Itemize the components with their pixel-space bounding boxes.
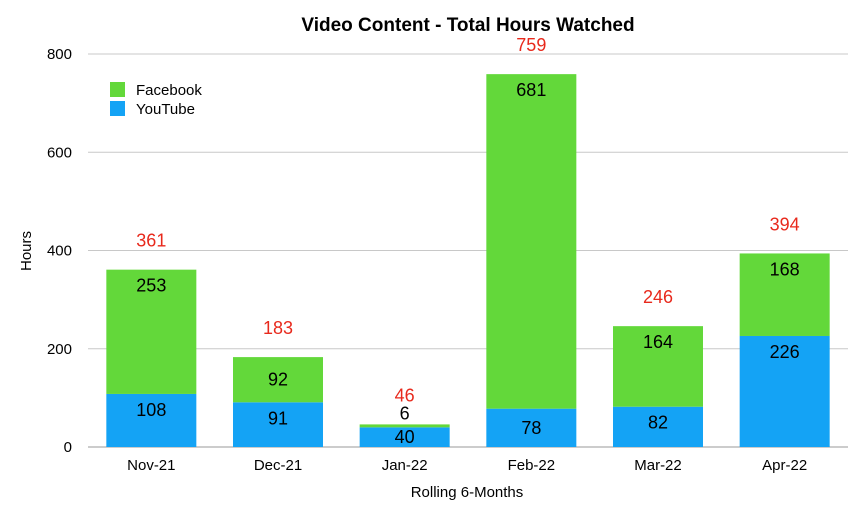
total-label: 183 <box>263 318 293 338</box>
y-tick-label: 200 <box>47 341 72 358</box>
total-label: 759 <box>516 35 546 55</box>
x-tick-label: Dec-21 <box>254 457 302 474</box>
legend-swatch-facebook <box>110 82 125 97</box>
data-label-youtube: 82 <box>648 413 668 433</box>
bar-facebook-nov-21 <box>106 269 197 394</box>
total-label: 46 <box>395 385 415 405</box>
data-label-facebook: 6 <box>400 403 410 423</box>
data-label-facebook: 164 <box>643 332 673 352</box>
x-axis-ticks: Nov-21 Dec-21 Jan-22 Feb-22 Mar-22 Apr-22 <box>127 457 807 474</box>
legend-label-youtube: YouTube <box>136 101 195 118</box>
bar-youtube-nov-21 <box>106 393 197 447</box>
data-label-facebook: 92 <box>268 370 288 390</box>
x-tick-label: Mar-22 <box>634 457 682 474</box>
x-tick-label: Feb-22 <box>508 457 556 474</box>
legend-label-facebook: Facebook <box>136 82 202 99</box>
y-tick-label: 800 <box>47 46 72 63</box>
x-tick-label: Nov-21 <box>127 457 175 474</box>
total-label: 361 <box>136 231 166 251</box>
bar-facebook-jan-22 <box>359 424 450 428</box>
y-tick-label: 400 <box>47 243 72 260</box>
bar-facebook-feb-22 <box>486 74 577 409</box>
bar-youtube-feb-22 <box>486 408 577 447</box>
bar-facebook-apr-22 <box>739 253 830 336</box>
bar-labels: 108 253 361 91 92 183 40 646 78 681 759 82 164 246 226… <box>136 35 799 447</box>
bar-facebook-dec-21 <box>233 357 323 403</box>
chart-title: Video Content - Total Hours Watched <box>301 15 634 36</box>
data-label-facebook: 253 <box>136 276 166 296</box>
bar-facebook-mar-22 <box>613 326 703 407</box>
bar-youtube-apr-22 <box>739 335 830 447</box>
y-axis-label: Hours <box>18 231 35 271</box>
gridlines <box>88 53 848 448</box>
legend-swatch-youtube <box>110 101 125 116</box>
data-label-facebook: 681 <box>516 80 546 100</box>
y-tick-label: 600 <box>47 144 72 161</box>
total-label: 394 <box>770 214 800 234</box>
data-label-youtube: 91 <box>268 408 288 428</box>
data-label-facebook: 168 <box>770 259 800 279</box>
data-label-youtube: 108 <box>136 400 166 420</box>
bar-youtube-mar-22 <box>613 406 703 447</box>
y-tick-label: 0 <box>64 439 72 456</box>
x-axis-label: Rolling 6-Months <box>411 484 524 501</box>
x-tick-label: Apr-22 <box>762 457 807 474</box>
bar-youtube-jan-22 <box>359 427 450 447</box>
x-tick-label: Jan-22 <box>382 457 428 474</box>
data-label-youtube: 78 <box>521 418 541 438</box>
bars <box>106 74 830 447</box>
data-label-youtube: 226 <box>770 342 800 362</box>
data-label-youtube: 40 <box>395 427 415 447</box>
bar-youtube-dec-21 <box>233 402 323 447</box>
legend: Facebook YouTube <box>110 82 202 118</box>
total-label: 246 <box>643 287 673 307</box>
y-axis-ticks: 0 200 400 600 800 <box>47 46 72 456</box>
